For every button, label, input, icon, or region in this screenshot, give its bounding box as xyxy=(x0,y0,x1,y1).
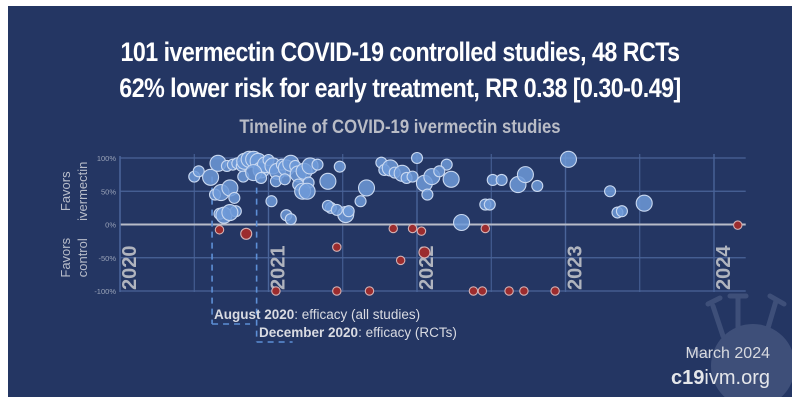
headline-studies: 101 ivermectin COVID-19 controlled studi… xyxy=(120,37,680,67)
year-label: 2024 xyxy=(713,245,735,290)
point-favors-control xyxy=(332,242,342,252)
point-favors-ivermectin xyxy=(442,170,460,188)
point-favors-control xyxy=(550,286,560,296)
y-label-favors-control: control xyxy=(75,238,90,277)
point-favors-control xyxy=(418,246,431,259)
year-label: 2023 xyxy=(565,246,587,291)
y-tick-label: -100% xyxy=(94,287,116,296)
point-favors-ivermectin xyxy=(615,205,628,218)
year-label: 2020 xyxy=(119,246,141,291)
point-favors-ivermectin xyxy=(354,195,367,208)
annotation-august-2020: August 2020: efficacy (all studies) xyxy=(214,307,420,322)
point-favors-control xyxy=(519,286,529,296)
point-favors-ivermectin xyxy=(433,165,446,178)
point-favors-ivermectin xyxy=(278,173,291,186)
point-favors-control xyxy=(477,286,488,296)
virus-icon xyxy=(687,293,792,397)
year-label: 2021 xyxy=(268,246,290,291)
point-favors-control xyxy=(388,223,398,234)
y-tick-label: 100% xyxy=(97,154,117,163)
point-favors-control xyxy=(395,255,406,266)
point-favors-ivermectin xyxy=(202,168,220,186)
point-favors-control xyxy=(332,286,342,296)
point-favors-ivermectin xyxy=(483,198,496,211)
y-label-favors-ivermectin: ivermectin xyxy=(75,162,90,221)
point-favors-ivermectin xyxy=(342,205,355,218)
chart-title: Timeline of COVID-19 ivermectin studies xyxy=(239,117,561,138)
point-favors-ivermectin xyxy=(192,165,205,178)
point-favors-control xyxy=(733,220,743,230)
headline-risk: 62% lower risk for early treatment, RR 0… xyxy=(119,73,681,103)
point-favors-ivermectin xyxy=(333,160,346,173)
point-favors-ivermectin xyxy=(406,170,419,183)
point-favors-ivermectin xyxy=(410,151,424,165)
point-favors-control xyxy=(240,227,253,240)
point-favors-ivermectin xyxy=(255,171,268,184)
point-favors-ivermectin xyxy=(603,185,617,198)
point-favors-ivermectin xyxy=(516,166,534,184)
y-tick-label: 50% xyxy=(101,187,116,196)
footer-site-link[interactable]: c19ivm.org xyxy=(671,367,770,390)
point-favors-control xyxy=(271,286,281,296)
point-favors-control xyxy=(416,226,427,236)
annotation-december-2020: December 2020: efficacy (RCTs) xyxy=(259,325,457,340)
point-favors-control xyxy=(504,286,514,296)
point-favors-ivermectin xyxy=(635,194,653,212)
site-rest: ivm.org xyxy=(704,367,770,389)
point-favors-ivermectin xyxy=(421,188,434,201)
y-label-favors-ivermectin: Favors xyxy=(58,171,73,211)
point-favors-ivermectin xyxy=(452,213,471,232)
timeline-chart: 100%50%0%-50%-100%2020 2021 2022 2023 2024 F… xyxy=(58,150,792,397)
point-favors-ivermectin xyxy=(311,158,324,171)
y-tick-label: -50% xyxy=(98,254,116,263)
point-favors-ivermectin xyxy=(319,172,337,190)
point-favors-control xyxy=(407,223,418,234)
site-bold: c19 xyxy=(671,367,705,389)
point-favors-control xyxy=(364,286,375,296)
point-favors-ivermectin xyxy=(284,213,297,226)
point-favors-ivermectin xyxy=(265,195,278,208)
point-favors-ivermectin xyxy=(228,191,241,204)
point-favors-control xyxy=(480,223,491,234)
y-label-favors-control: Favors xyxy=(58,237,73,277)
point-favors-ivermectin xyxy=(298,182,316,200)
point-favors-control xyxy=(468,286,479,296)
point-favors-ivermectin xyxy=(357,179,376,197)
point-favors-control xyxy=(214,225,225,235)
footer-date: March 2024 xyxy=(685,345,771,362)
point-favors-ivermectin xyxy=(495,173,508,186)
point-favors-ivermectin xyxy=(531,179,544,192)
point-favors-ivermectin xyxy=(559,150,578,168)
y-tick-label: 0% xyxy=(105,221,116,230)
infographic-panel: 101 ivermectin COVID-19 controlled studi… xyxy=(8,6,792,397)
point-favors-ivermectin xyxy=(440,158,453,171)
point-favors-ivermectin xyxy=(330,203,343,216)
point-favors-ivermectin xyxy=(221,203,239,222)
